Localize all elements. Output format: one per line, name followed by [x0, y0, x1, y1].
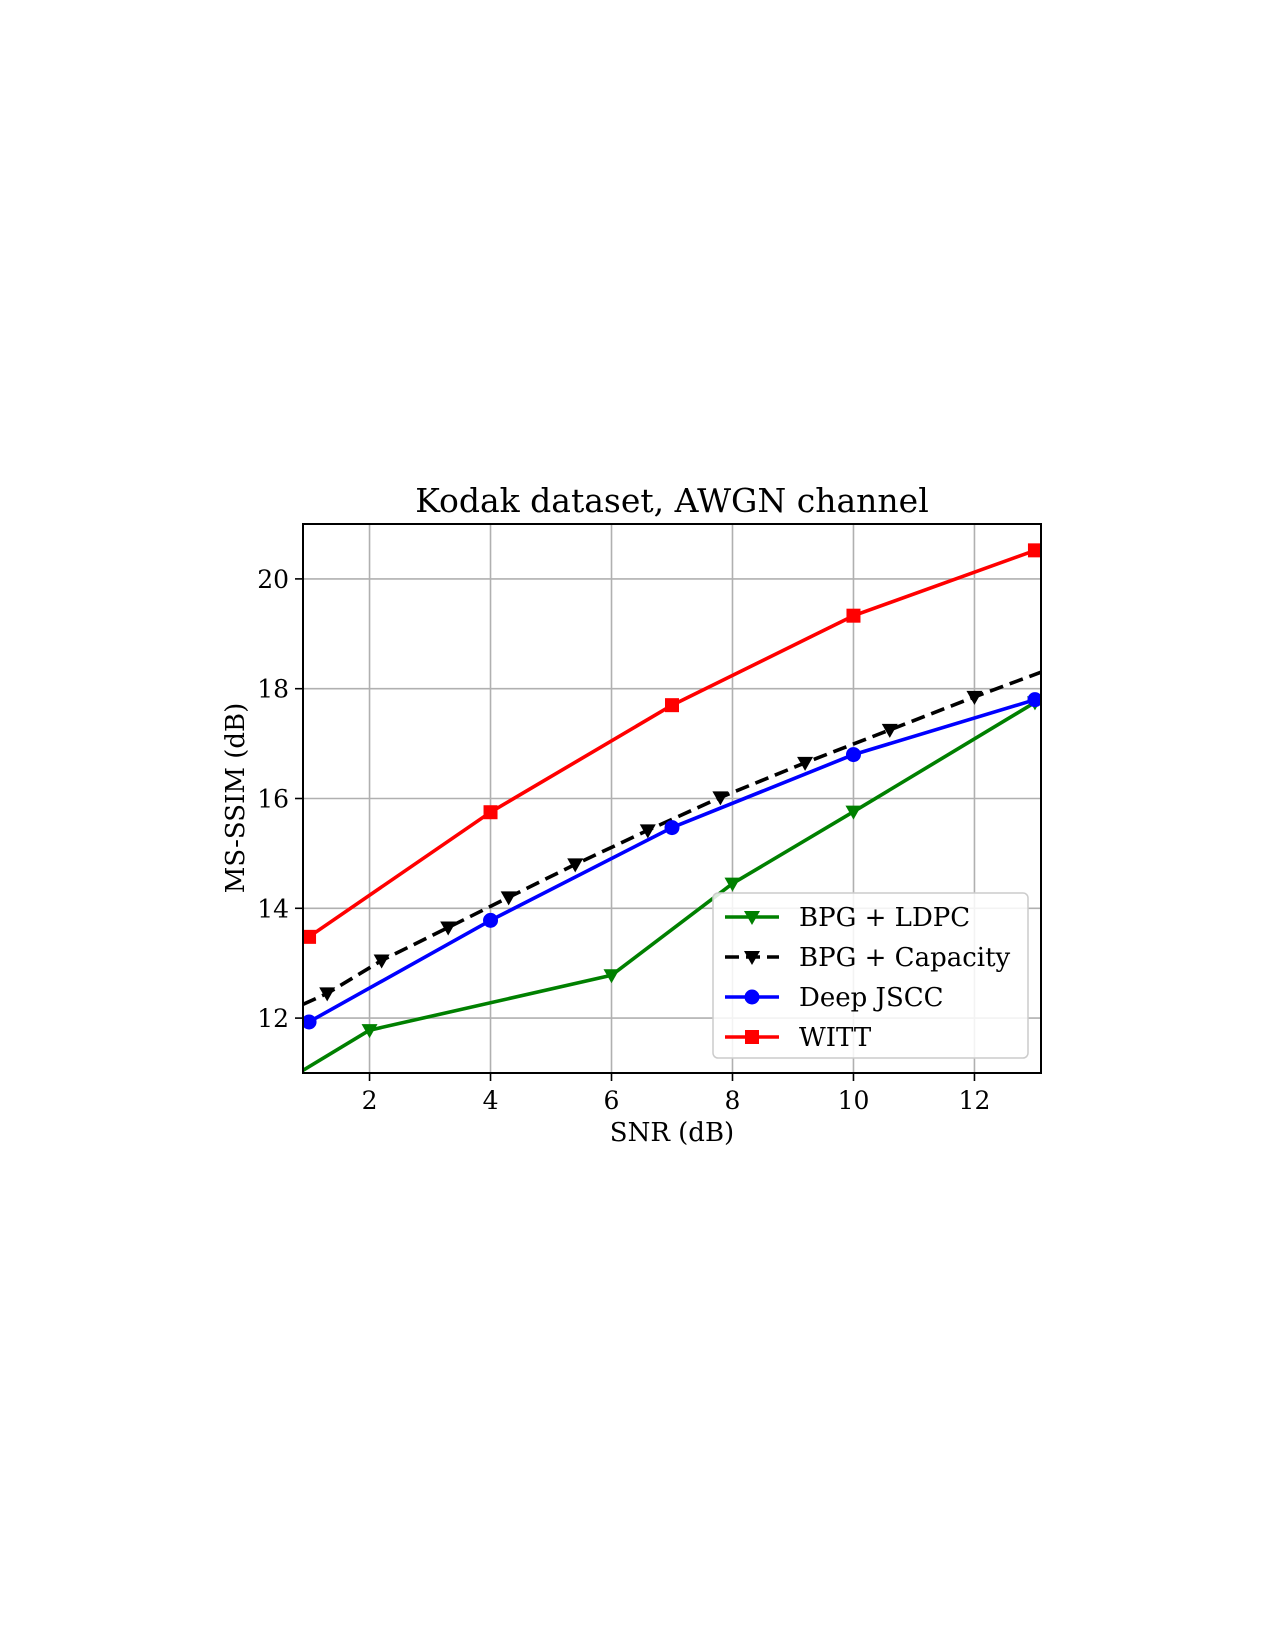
data-point: [797, 756, 814, 771]
data-point: [303, 929, 317, 944]
series-deep-jscc: [303, 692, 1041, 1030]
data-point: [712, 791, 729, 806]
legend-entry: WITT: [725, 1023, 872, 1053]
series-witt: [303, 543, 1041, 944]
x-tick-label: 6: [604, 1086, 620, 1115]
data-point: [966, 690, 983, 705]
plot-series: [303, 543, 1041, 1072]
y-axis-label: MS-SSIM (dB): [221, 703, 251, 894]
data-point: [845, 747, 861, 763]
data-point: [319, 987, 336, 1002]
x-tick-label: 8: [725, 1086, 741, 1115]
x-tick-label: 2: [362, 1086, 378, 1115]
data-point: [665, 698, 679, 713]
data-point: [361, 1024, 378, 1039]
y-tick-label: 20: [257, 565, 289, 594]
legend-label: BPG + LDPC: [799, 903, 970, 933]
data-point: [483, 805, 498, 820]
x-axis-label: SNR (dB): [610, 1118, 734, 1148]
y-tick-label: 14: [257, 894, 289, 923]
y-tick-label: 18: [257, 675, 289, 704]
data-point: [603, 969, 620, 984]
data-point: [881, 723, 898, 738]
data-point: [1027, 543, 1041, 558]
series-bpg-capacity: [303, 670, 1041, 1007]
data-point: [724, 877, 741, 892]
data-point: [567, 858, 584, 873]
data-point: [500, 891, 517, 906]
legend-box: [712, 892, 1029, 1059]
data-point: [639, 824, 656, 839]
legend-entry: BPG + LDPC: [725, 903, 970, 933]
legend-marker: [744, 951, 760, 965]
data-point: [846, 608, 861, 623]
legend: BPG + LDPC BPG + Capacity Deep JSCC WITT: [712, 892, 1029, 1059]
data-point: [1027, 692, 1041, 708]
series-line: [303, 700, 1036, 1072]
legend-label: BPG + Capacity: [799, 943, 1011, 973]
chart-title: Kodak dataset, AWGN channel: [415, 481, 929, 520]
legend-marker: [744, 911, 760, 925]
series-line: [303, 670, 1041, 1007]
y-tick-label: 12: [257, 1004, 289, 1033]
y-tick-label: 16: [257, 785, 289, 814]
x-tick-label: 4: [483, 1086, 499, 1115]
x-tick-label: 10: [838, 1086, 870, 1115]
data-point: [440, 921, 457, 936]
axis-ticks: 2 4 6 8 10 12 12 14 16 18 20: [257, 565, 990, 1115]
legend-label: WITT: [799, 1023, 872, 1053]
legend-entry: BPG + Capacity: [725, 943, 1011, 973]
legend-marker: [744, 989, 760, 1005]
data-point: [845, 805, 862, 820]
data-point: [483, 912, 499, 928]
data-point: [373, 954, 390, 969]
data-point: [664, 820, 680, 836]
legend-entry: Deep JSCC: [725, 983, 944, 1013]
data-point: [303, 1014, 317, 1030]
series-line: [307, 548, 1036, 939]
legend-label: Deep JSCC: [799, 983, 944, 1013]
legend-marker: [745, 1030, 759, 1044]
x-tick-label: 12: [959, 1086, 991, 1115]
